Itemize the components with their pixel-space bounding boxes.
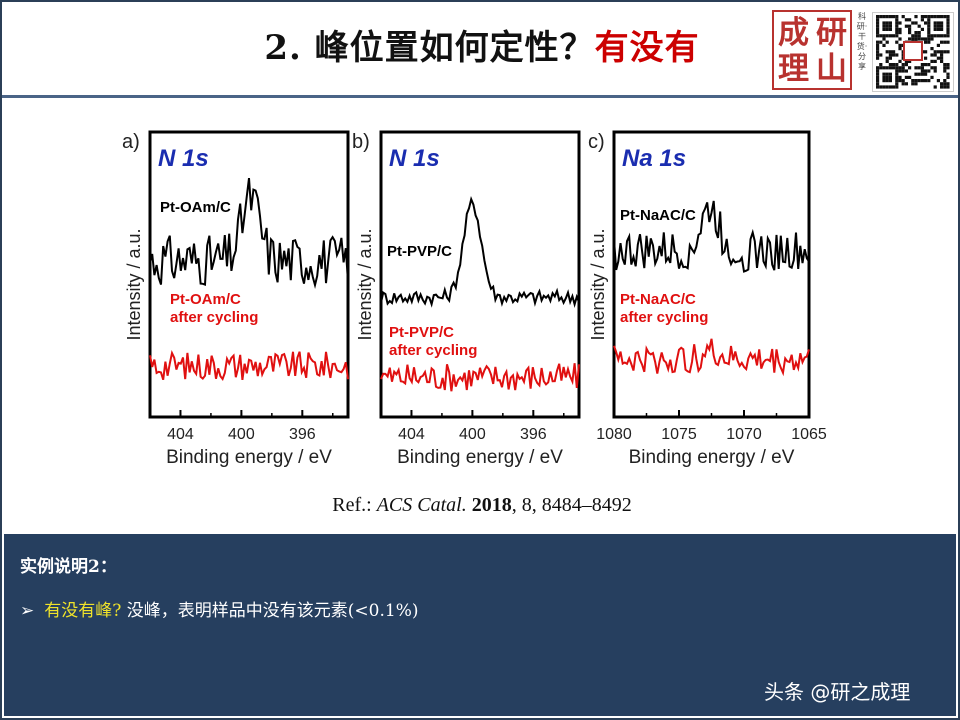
x-tick-label: 400 [228,426,255,443]
ref-rest: , 8, 8484–8492 [511,494,632,516]
panel-label: b) [352,131,370,153]
ref-journal: ACS Catal. [376,494,467,516]
x-tick-label: 1075 [661,426,697,443]
ref-year: 2018 [471,494,512,516]
panel-label: c) [588,131,605,153]
panel-frame [612,130,811,419]
x-tick-label: 1070 [726,426,762,443]
y-axis-label: Intensity / a.u. [355,228,375,340]
seal-char-1: 成 [778,15,809,51]
series-label: Pt-PVP/C [387,243,452,260]
header-bar: 2. 峰位置如何定性？有没有 成 研 理 山 科研·干货·分享 [2,2,958,98]
x-axis-label: Binding energy / eV [397,447,563,468]
spectrum-line [149,177,349,289]
panel-label: a) [122,131,140,153]
x-tick-label: 404 [398,426,425,443]
source-watermark: 头条 @研之成理 [764,680,911,704]
bullet-answer: 没峰，表明样品中没有该元素(<0.1%) [121,601,419,621]
x-tick-label: 396 [520,426,547,443]
note-box: 实例说明2： ➢ 有没有峰? 没峰，表明样品中没有该元素(<0.1%) 头条 @研… [4,534,956,716]
element-label: Na 1s [622,145,686,172]
page-title: 2. 峰位置如何定性？有没有 [2,20,960,69]
bullet-question: 有没有峰? [44,601,122,621]
note-heading: 实例说明2： [20,557,117,577]
spectrum-line [380,363,580,392]
seal-vertical-text: 科研·干货·分享 [856,12,868,71]
series-label: after cycling [170,309,258,326]
spectrum-line [380,195,580,308]
x-tick-label: 1080 [596,426,632,443]
panel-frame [379,130,581,419]
seal-char-2: 研 [816,15,847,51]
series-label: Pt-PVP/C [389,324,454,341]
series-label: Pt-OAm/C [160,199,231,216]
seal-logo: 成 研 理 山 [772,10,852,90]
title-highlight: 有没有 [594,28,700,68]
series-label: after cycling [620,309,708,326]
series-label: after cycling [389,342,477,359]
ref-prefix: Ref.: [332,494,377,516]
x-tick-label: 404 [167,426,194,443]
x-tick-label: 400 [459,426,486,443]
spectrum-line [613,338,810,377]
element-label: N 1s [158,145,209,172]
spectrum-line [613,200,810,273]
element-label: N 1s [389,145,440,172]
title-prefix: 2. 峰位置如何定性？ [264,28,595,68]
spectrum-line [149,350,349,382]
y-axis-label: Intensity / a.u. [588,228,608,340]
note-bullet: ➢ 有没有峰? 没峰，表明样品中没有该元素(<0.1%) [20,596,418,621]
series-label: Pt-OAm/C [170,291,241,308]
x-axis-label: Binding energy / eV [166,447,332,468]
x-tick-label: 1065 [791,426,827,443]
series-label: Pt-NaAC/C [620,291,696,308]
reference-line: Ref.: ACS Catal. 2018, 8, 8484–8492 [2,494,960,517]
series-label: Pt-NaAC/C [620,207,696,224]
x-tick-label: 396 [289,426,316,443]
qr-code-icon[interactable] [872,12,954,92]
x-axis-label: Binding energy / eV [629,447,795,468]
y-axis-label: Intensity / a.u. [124,228,144,340]
xps-figure: a) N 1s Intensity / a.u. 404 400 396 Binding e… [122,130,827,468]
seal-char-4: 山 [816,51,847,87]
bullet-arrow-icon: ➢ [20,601,35,621]
seal-char-3: 理 [778,51,809,87]
